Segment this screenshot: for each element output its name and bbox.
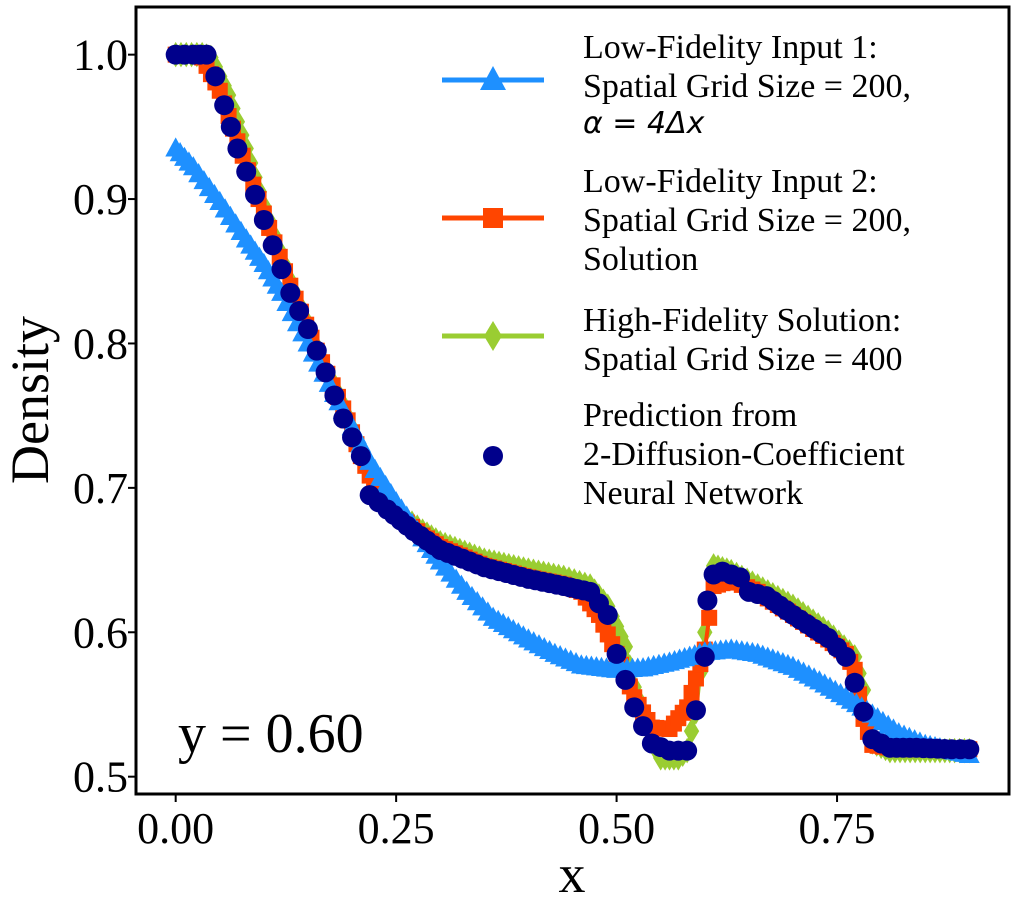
legend-label: Prediction from [583,397,797,434]
x-axis-label: x [559,844,586,904]
series-3-point [853,701,874,722]
y-tick-label: 0.7 [73,464,128,513]
series-3-point [730,567,751,588]
legend-label-math: α = 4Δx [583,106,705,141]
legend-label: Spatial Grid Size = 400 [583,341,902,378]
legend-entry-3: Prediction from2-Diffusion-CoefficientNe… [483,397,905,512]
plot-frame [134,5,1011,796]
series-3-point [624,697,645,718]
legend-label: Low-Fidelity Input 2: [583,163,878,200]
series-3-point [844,672,865,693]
series-3-point [315,362,336,383]
x-tick-label: 0.50 [578,804,655,853]
series-3-point [306,340,327,361]
series-3-point [253,209,274,230]
y-tick-label: 0.5 [73,753,128,802]
legend-marker [484,321,502,351]
x-tick-label: 0.25 [358,804,435,853]
series-3-point [245,184,266,205]
series-1-point [701,609,718,626]
legend-marker [483,446,503,466]
x-tick-label: 0.75 [799,804,876,853]
series-3-point [205,66,226,87]
series-1-point [687,670,704,687]
legend-entry-0: Low-Fidelity Input 1:Spatial Grid Size =… [442,29,911,141]
series-3-point [227,138,248,159]
legend-entry-1: Low-Fidelity Input 2:Spatial Grid Size =… [442,163,911,278]
series-3-point [262,235,283,256]
legend-label: 2-Diffusion-Coefficient [583,436,905,473]
series-1-point [683,684,700,701]
legend-label: Spatial Grid Size = 200, [583,202,911,239]
legend-label: Spatial Grid Size = 200, [583,68,911,105]
series-3-point [342,427,363,448]
series-1-point [211,82,228,99]
series-3-point [677,740,698,761]
series-3-point [633,716,654,737]
series-3-point [196,44,217,65]
y-tick-label: 0.8 [73,319,128,368]
y-axis-label: Density [0,316,60,484]
series-3-point [597,604,618,625]
series-3-point [214,95,235,116]
legend-entry-2: High-Fidelity Solution:Spatial Grid Size… [442,302,902,378]
series-3-point [694,646,715,667]
series-3-point [606,643,627,664]
ticks-layer: 0.00 0.25 0.50 0.75 0.5 0.6 0.7 0.8 0.9 1.0 [73,31,876,853]
legend-marker [480,66,506,90]
series-3-point [685,700,706,721]
y-tick-label: 0.6 [73,608,128,657]
series-3-point [271,259,292,280]
series-3-point [959,739,980,760]
series-3-point [697,590,718,611]
y-tick-label: 1.0 [73,31,128,80]
series-3 [165,44,980,761]
series-3-point [333,408,354,429]
series-2-point [683,718,700,744]
series-3-point [297,319,318,340]
series-3-point [350,446,371,467]
y-tick-label: 0.9 [73,175,128,224]
legend-label: Neural Network [583,475,803,512]
series-3-point [289,300,310,321]
series-3-point [835,646,856,667]
legend-label: Low-Fidelity Input 1: [583,29,878,66]
series-3-point [615,669,636,690]
legend-marker [483,208,503,228]
x-tick-label: 0.00 [137,804,214,853]
legend-label: High-Fidelity Solution: [583,302,901,339]
series-3-point [220,116,241,137]
y-value-annotation: y = 0.60 [178,703,364,765]
series-3-point [236,161,257,182]
series-3-point [280,282,301,303]
legend-label: Solution [583,241,698,278]
series-layer [165,41,980,771]
legend: Low-Fidelity Input 1:Spatial Grid Size =… [442,29,911,512]
series-3-point [324,385,345,406]
